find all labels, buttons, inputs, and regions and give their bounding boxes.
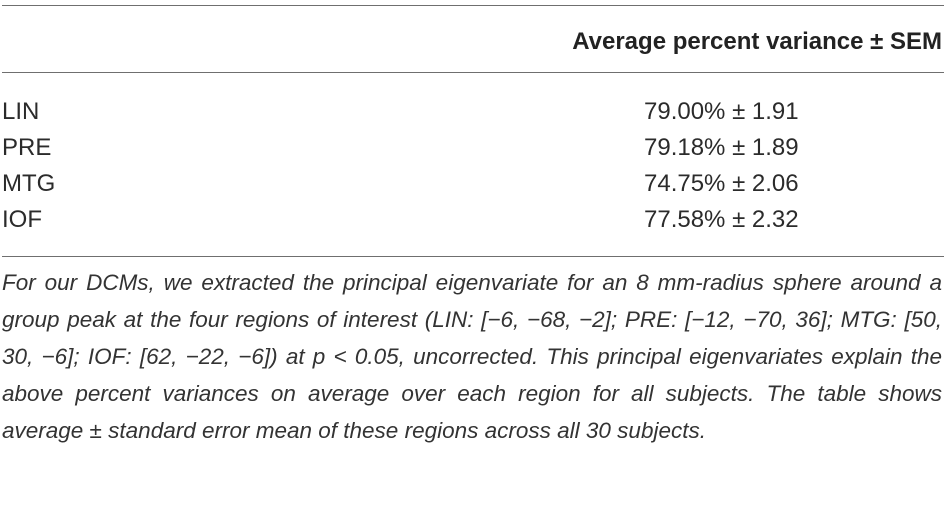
- region-label: PRE: [2, 134, 52, 161]
- column-header-average-variance: Average percent variance ± SEM: [572, 28, 942, 55]
- table-row: IOF 77.58% ± 2.32: [2, 206, 942, 242]
- region-label: MTG: [2, 170, 56, 197]
- variance-value: 74.75% ± 2.06: [644, 170, 799, 197]
- table-row: LIN 79.00% ± 1.91: [2, 98, 942, 134]
- table-row: MTG 74.75% ± 2.06: [2, 170, 942, 206]
- table-bottom-rule: [2, 256, 944, 257]
- table-header-rule: [2, 72, 944, 73]
- table-footnote: For our DCMs, we extracted the principal…: [2, 270, 942, 443]
- table-top-rule: [2, 5, 944, 6]
- table-row: PRE 79.18% ± 1.89: [2, 134, 942, 170]
- variance-value: 79.18% ± 1.89: [644, 134, 799, 161]
- region-label: IOF: [2, 206, 42, 233]
- region-label: LIN: [2, 98, 40, 125]
- variance-value: 79.00% ± 1.91: [644, 98, 799, 125]
- table-body: LIN 79.00% ± 1.91 PRE 79.18% ± 1.89 MTG …: [2, 98, 942, 242]
- variance-value: 77.58% ± 2.32: [644, 206, 799, 233]
